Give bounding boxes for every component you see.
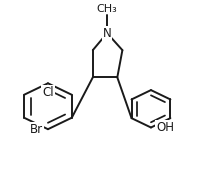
Text: Cl: Cl — [42, 86, 54, 99]
Text: OH: OH — [156, 121, 174, 134]
Text: N: N — [103, 27, 111, 40]
Text: CH₃: CH₃ — [97, 4, 118, 14]
Text: Br: Br — [30, 123, 43, 136]
